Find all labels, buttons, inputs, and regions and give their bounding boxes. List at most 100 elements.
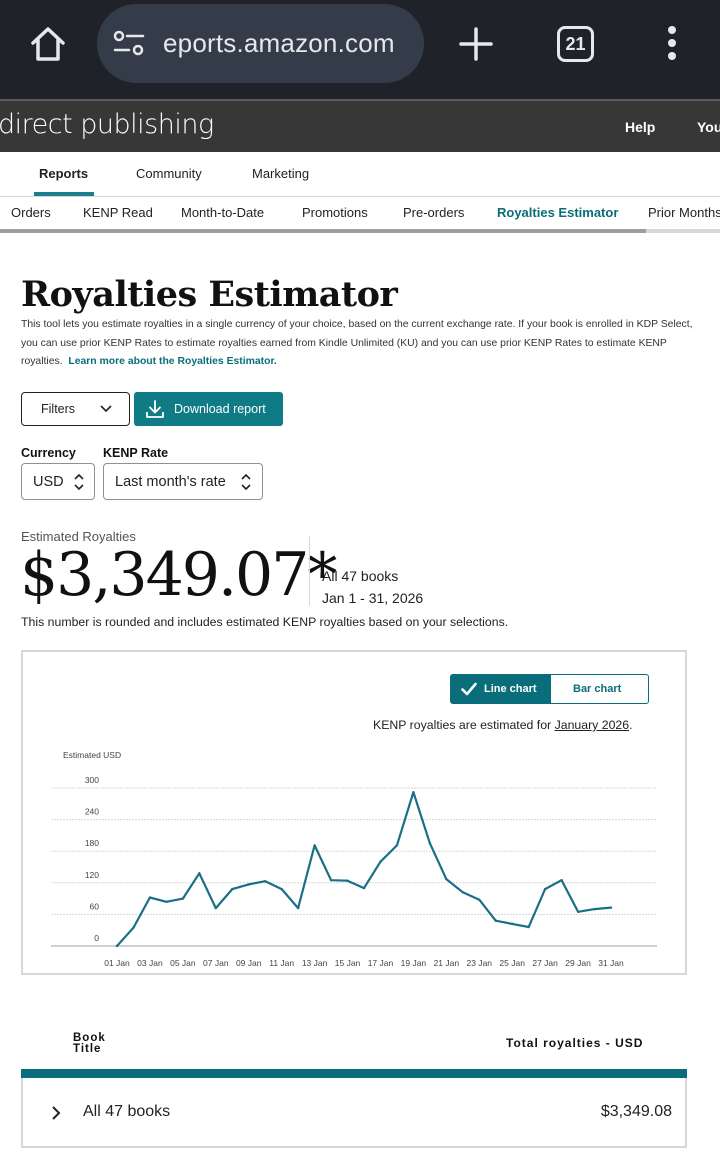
x-tick-label: 03 Jan (137, 958, 163, 968)
help-link[interactable]: Help (625, 119, 656, 135)
check-icon (461, 682, 477, 696)
data-point (181, 897, 185, 900)
main-nav: Reports Community Marketing (0, 152, 720, 197)
data-point (247, 883, 250, 886)
kenp-rate-select[interactable]: Last month's rate (103, 463, 263, 500)
y-tick-label: 0 (94, 933, 99, 943)
account-link[interactable]: You (697, 119, 720, 135)
data-point (527, 925, 530, 929)
home-icon[interactable] (28, 24, 68, 64)
subtab-promotions[interactable]: Promotions (302, 205, 368, 220)
y-tick-label: 300 (85, 775, 99, 785)
col-header-total-royalties[interactable]: Total royalties - USD (506, 1036, 644, 1050)
data-point (313, 844, 316, 847)
kenp-note-prefix: KENP royalties are estimated for (373, 718, 555, 732)
site-settings-icon[interactable] (113, 30, 145, 58)
kenp-estimate-note: KENP royalties are estimated for January… (373, 718, 633, 732)
url-text[interactable]: eports.amazon.com (163, 28, 395, 58)
royalties-line-chart: Estimated USD 0 60 120 180 240 300 01 Jan 03 Jan… (51, 750, 657, 968)
data-point (329, 878, 333, 882)
site-header: direct publishing Help You (0, 99, 720, 152)
y-tick-label: 120 (85, 870, 99, 880)
tab-marketing[interactable]: Marketing (252, 166, 310, 181)
subtab-prior-months[interactable]: Prior Months (648, 205, 720, 220)
intro-text: This tool lets you estimate royalties in… (21, 316, 701, 372)
tabs-icon[interactable]: 21 (557, 26, 594, 62)
data-point (296, 906, 300, 910)
filters-button[interactable]: Filters (21, 392, 130, 426)
tab-reports[interactable]: Reports (39, 166, 89, 181)
y-tick-label: 60 (90, 901, 100, 911)
row-book-name: All 47 books (83, 1103, 171, 1120)
bar-chart-label: Bar chart (573, 683, 622, 695)
data-point (280, 887, 283, 891)
table-row[interactable]: All 47 books $3,349.08 (21, 1078, 687, 1148)
learn-more-link[interactable]: Learn more about the Royalties Estimator… (68, 356, 277, 367)
date-range: Jan 1 - 31, 2026 (322, 590, 424, 606)
row-total: $3,349.08 (600, 1103, 672, 1120)
data-point (231, 887, 234, 891)
kenp-rate-value: Last month's rate (115, 474, 226, 490)
col-header-book-title[interactable]: Book Title (73, 1032, 106, 1055)
data-point (346, 879, 349, 882)
sub-nav-scrollbar[interactable] (0, 229, 646, 233)
kenp-note-month: January 2026 (554, 718, 630, 732)
subtab-pre-orders[interactable]: Pre-orders (403, 205, 465, 220)
x-tick-label: 05 Jan (170, 958, 196, 968)
data-point (494, 919, 497, 922)
intro-body: This tool lets you estimate royalties in… (21, 319, 693, 367)
x-tick-label: 19 Jan (401, 958, 427, 968)
more-vert-icon[interactable] (662, 24, 682, 64)
table-header-bar (21, 1069, 687, 1078)
chevron-right-icon[interactable] (51, 1105, 61, 1121)
data-point (461, 891, 464, 894)
x-tick-label: 17 Jan (368, 958, 394, 968)
subtab-royalties-estimator[interactable]: Royalties Estimator (497, 205, 619, 220)
active-tab-indicator (34, 192, 94, 196)
select-arrows-icon (74, 473, 84, 491)
x-tick-label: 29 Jan (565, 958, 591, 968)
data-point (132, 926, 135, 929)
x-tick-label: 11 Jan (269, 958, 294, 968)
data-point (115, 944, 119, 948)
new-tab-icon[interactable] (458, 26, 494, 62)
download-report-button[interactable]: Download report (134, 392, 283, 426)
data-point (412, 791, 415, 794)
tab-community[interactable]: Community (136, 166, 202, 181)
chevron-down-icon (100, 405, 112, 413)
estimated-royalties-amount: $3,349.07* (20, 540, 337, 610)
data-point (264, 880, 267, 883)
filters-label: Filters (41, 402, 76, 416)
data-point (543, 887, 547, 891)
rounding-note: This number is rounded and includes esti… (21, 615, 509, 629)
data-point (445, 877, 448, 881)
data-point (395, 844, 399, 847)
data-point (478, 898, 481, 901)
subtab-month-to-date[interactable]: Month-to-Date (181, 205, 265, 220)
data-point (379, 860, 382, 863)
data-point (214, 906, 217, 910)
subtab-kenp-read[interactable]: KENP Read (83, 205, 153, 220)
series-line (115, 791, 613, 948)
y-axis-title: Estimated USD (63, 750, 121, 760)
x-tick-label: 21 Jan (434, 958, 460, 968)
select-arrows-icon (241, 473, 251, 491)
x-tick-label: 23 Jan (467, 958, 493, 968)
brand-logo[interactable]: direct publishing (0, 109, 214, 140)
currency-select[interactable]: USD (21, 463, 95, 500)
data-point (428, 842, 432, 845)
data-point (148, 896, 152, 899)
currency-label: Currency (21, 446, 76, 460)
reports-sub-nav: Orders KENP Read Month-to-Date Promotion… (0, 197, 720, 233)
bar-chart-toggle[interactable]: Bar chart (550, 674, 649, 704)
chart-card: Line chart Bar chart KENP royalties are … (21, 650, 687, 975)
data-point (560, 878, 563, 882)
x-tick-label: 07 Jan (203, 958, 229, 968)
data-point (198, 872, 201, 875)
summary-divider (309, 536, 310, 606)
data-point (593, 907, 596, 911)
kenp-rate-label: KENP Rate (103, 446, 169, 460)
address-bar[interactable]: eports.amazon.com (97, 4, 424, 83)
subtab-orders[interactable]: Orders (11, 205, 51, 220)
y-tick-label: 240 (85, 807, 99, 817)
